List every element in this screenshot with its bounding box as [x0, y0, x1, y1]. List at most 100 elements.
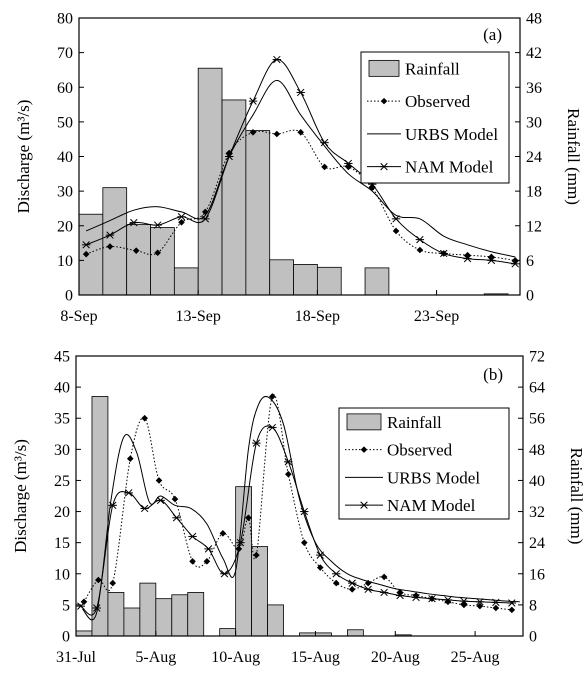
observed-point	[249, 128, 257, 136]
y-right-tick-label: 0	[526, 288, 534, 305]
y-right-tick-label: 8	[529, 597, 537, 614]
rainfall-bar	[75, 630, 93, 637]
y-right-tick-label: 24	[526, 149, 542, 166]
observed-point	[380, 573, 388, 581]
observed-point	[82, 250, 90, 258]
x-tick-label: 13-Sep	[176, 308, 221, 325]
observed-point	[285, 470, 292, 478]
nam-point	[463, 254, 472, 263]
nam-point	[347, 579, 357, 587]
x-tick-label: 5-Aug	[135, 649, 176, 666]
nam-point	[124, 489, 133, 497]
rainfall-bar	[267, 604, 284, 637]
observed-point	[428, 595, 436, 602]
observed-point	[316, 564, 324, 571]
observed-point	[219, 530, 227, 537]
nam-point	[172, 514, 181, 522]
nam-point	[224, 152, 234, 161]
observed-point	[132, 247, 140, 254]
y-right-tick-label: 40	[529, 473, 545, 490]
rainfall-bar	[123, 607, 141, 637]
rainfall-bar	[91, 396, 109, 637]
nam-point	[92, 604, 101, 612]
y-right-tick-label: 42	[526, 45, 542, 62]
observed-point	[297, 128, 304, 136]
legend-label: Observed	[387, 441, 453, 460]
nam-point	[491, 598, 501, 607]
legend-nam-marker	[359, 501, 369, 509]
legend-rainfall-swatch	[346, 413, 382, 431]
rainfall-bar	[107, 592, 125, 637]
observed-point	[171, 495, 179, 503]
observed-point	[141, 414, 148, 422]
nam-point	[153, 221, 162, 229]
y-left-tick-label: 45	[54, 349, 70, 366]
y-left-tick-label: 0	[62, 629, 70, 646]
nam-point	[320, 138, 329, 147]
y-left-tick-label: 30	[54, 442, 70, 459]
nam-point	[156, 496, 165, 505]
nam-point	[236, 538, 245, 547]
legend-label: URBS Model	[405, 125, 498, 144]
nam-model-markers	[81, 55, 520, 268]
y-right-axis-title: Rainfall (mm)	[567, 448, 585, 545]
y-left-tick-label: 20	[54, 504, 70, 521]
rainfall-bar	[293, 264, 318, 296]
observed-point	[95, 576, 102, 584]
rainfall-bars	[78, 67, 509, 296]
y-left-tick-label: 20	[57, 218, 73, 235]
observed-point	[332, 579, 340, 587]
y-left-tick-label: 35	[54, 411, 70, 428]
legend-rainfall-swatch	[368, 59, 400, 77]
rainfall-bar	[102, 187, 128, 296]
y-left-tick-label: 60	[57, 80, 73, 97]
legend-observed-marker	[380, 97, 388, 105]
nam-point	[332, 570, 341, 578]
nam-point	[188, 532, 197, 541]
x-tick-label: 8-Sep	[60, 308, 97, 325]
nam-point	[511, 260, 520, 268]
observed-point	[225, 149, 233, 157]
observed-point	[300, 539, 308, 546]
x-tick-label: 10-Aug	[211, 649, 260, 666]
nam-point	[344, 159, 353, 168]
legend-label: NAM Model	[387, 496, 476, 515]
nam-point	[252, 439, 261, 447]
rainfall-bar	[269, 259, 294, 296]
y-right-tick-label: 0	[529, 629, 537, 646]
nam-point	[177, 213, 186, 221]
rainfall-bar	[197, 67, 223, 296]
legend-observed-marker	[360, 446, 368, 453]
rainfall-bar	[139, 582, 157, 637]
y-left-tick-label: 10	[54, 566, 70, 583]
y-right-tick-label: 72	[529, 349, 545, 366]
y-left-tick-label: 25	[54, 473, 70, 490]
nam-point	[415, 235, 425, 244]
rainfall-bar	[219, 628, 237, 637]
urbs-model-line	[85, 79, 516, 258]
x-tick-label: 31-Jul	[56, 649, 97, 666]
chart-panel-b: 0 5 10 15 20 25 30 35 40 45 0 8 16 24 32 40 48 56 64 72 31-J…	[11, 349, 585, 667]
y-right-tick-label: 16	[529, 566, 545, 583]
y-right-axis-title: Rainfall (mm)	[564, 108, 583, 205]
nam-point	[248, 97, 258, 105]
nam-point	[507, 599, 517, 607]
observed-point	[106, 243, 114, 250]
nam-point	[475, 598, 485, 606]
y-left-tick-label: 5	[62, 597, 70, 614]
urbs-model-line	[82, 395, 520, 621]
rainfall-bar	[78, 213, 104, 296]
nam-point	[108, 501, 117, 510]
y-left-tick-label: 50	[57, 114, 73, 131]
y-left-tick-label: 30	[57, 184, 73, 201]
observed-point	[154, 249, 161, 257]
observed-point	[492, 604, 500, 612]
rainfall-bar	[235, 486, 253, 637]
y-right-tick-label: 48	[526, 11, 542, 28]
observed-point	[202, 208, 209, 216]
observed-point	[109, 579, 117, 587]
y-right-tick-label: 24	[529, 535, 545, 552]
nam-point	[284, 458, 293, 466]
observed-point	[203, 558, 211, 565]
observed-point	[253, 551, 260, 559]
